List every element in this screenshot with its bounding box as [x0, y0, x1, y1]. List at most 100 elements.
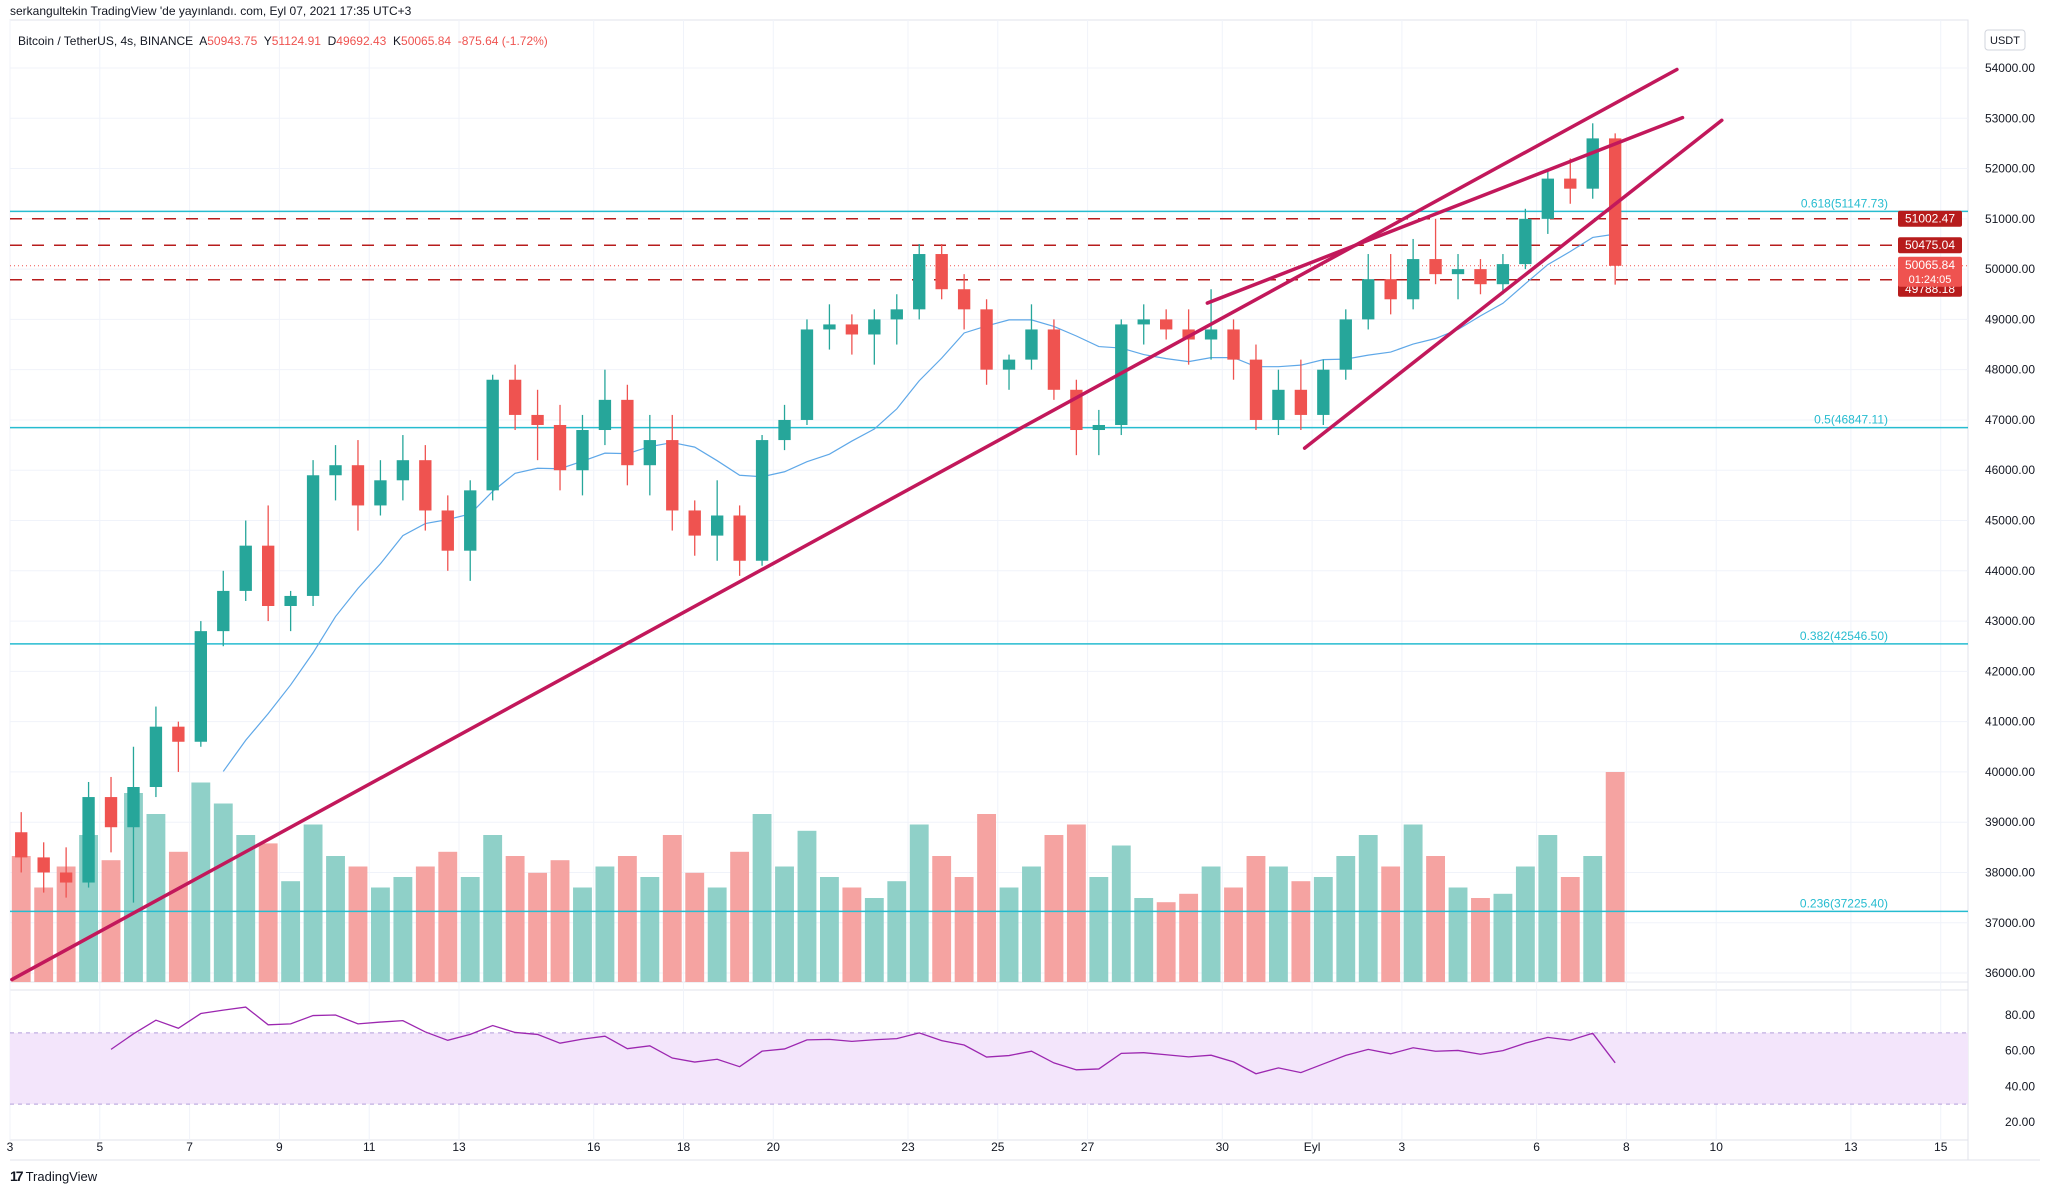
candle-body: [621, 399, 634, 466]
volume-bar: [1246, 856, 1266, 982]
level-price-label: 50475.04: [1905, 238, 1955, 252]
time-tick-label: 10: [1710, 1140, 1724, 1154]
volume-bar: [819, 877, 839, 982]
volume-bar: [415, 866, 435, 982]
candle-body: [1564, 178, 1577, 189]
volume-bar: [11, 856, 31, 982]
time-tick-label: 11: [363, 1140, 376, 1154]
time-tick-label: 25: [991, 1140, 1005, 1154]
rsi-tick-label: 80.00: [2005, 1008, 2035, 1022]
trendline[interactable]: [1302, 118, 1724, 450]
price-tick-label: 52000.00: [1985, 162, 2035, 176]
currency-button[interactable]: [1984, 29, 2026, 51]
volume-bar: [864, 898, 884, 982]
candle-body: [845, 324, 859, 335]
volume-bar: [1605, 772, 1625, 982]
candle-body: [374, 480, 387, 506]
candle-body: [1294, 389, 1308, 415]
fib-level-label: 0.382(42546.50): [1800, 629, 1888, 643]
volume-bar: [842, 887, 862, 982]
volume-bar: [730, 851, 750, 982]
price-tick-label: 51000.00: [1985, 212, 2035, 226]
candle-body: [800, 329, 814, 420]
volume-bar: [370, 887, 390, 982]
volume-bar: [1313, 877, 1333, 982]
volume-bar: [775, 866, 794, 982]
price-tick-label: 54000.00: [1985, 61, 2035, 75]
volume-bar: [303, 824, 323, 982]
price-tick-label: 49000.00: [1985, 312, 2035, 326]
price-tick-label: 41000.00: [1985, 715, 2035, 729]
candle-body: [823, 324, 836, 330]
candle-body: [1474, 269, 1487, 285]
time-tick-label: 9: [276, 1140, 283, 1154]
price-tick-label: 45000.00: [1985, 514, 2035, 528]
volume-bar: [213, 803, 233, 982]
volume-bar: [887, 881, 907, 982]
rsi-line: [110, 1006, 1616, 1075]
volume-bar: [1358, 835, 1378, 982]
change-value: -875.64 (-1.72%): [457, 34, 548, 48]
volume-bar: [909, 824, 929, 982]
time-tick-label: 6: [1533, 1140, 1540, 1154]
time-tick-label: Eyl: [1304, 1140, 1321, 1154]
price-tick-label: 37000.00: [1985, 916, 2035, 930]
time-tick-label: 30: [1216, 1140, 1230, 1154]
price-tick-label: 53000.00: [1985, 111, 2035, 125]
candle-body: [553, 424, 567, 471]
volume-bar: [1471, 898, 1490, 982]
trendline[interactable]: [1205, 115, 1685, 305]
candle-body: [957, 289, 971, 310]
rsi-band: [10, 1032, 1968, 1105]
candle-body: [508, 379, 522, 415]
volume-bar: [640, 877, 660, 982]
low-label: D: [327, 34, 337, 48]
tradingview-logo[interactable]: 17 TradingView: [10, 1168, 97, 1184]
level-price-label: 51002.47: [1905, 212, 1955, 226]
price-tick-label: 39000.00: [1985, 815, 2035, 829]
candle-body: [284, 595, 297, 606]
candle-body: [59, 872, 73, 883]
candle-body: [37, 857, 50, 873]
bar-countdown-label: 01:24:05: [1909, 274, 1952, 286]
candle-body: [913, 254, 926, 310]
trendline[interactable]: [10, 67, 1679, 982]
volume-bar: [191, 782, 211, 982]
volume-bar: [1291, 881, 1311, 982]
time-tick-label: 23: [901, 1140, 915, 1154]
level-price-tag: [1898, 237, 1962, 254]
volume-bar: [662, 835, 682, 982]
symbol-name[interactable]: Bitcoin / TetherUS, 4s, BINANCE: [18, 34, 194, 48]
candle-body: [1317, 369, 1330, 415]
volume-bar: [258, 843, 278, 982]
candle-body: [396, 460, 410, 481]
candle-body: [194, 631, 207, 742]
candle-body: [1451, 269, 1465, 275]
candle-body: [1272, 389, 1285, 420]
low-value: 49692.43: [336, 34, 387, 48]
candle-body: [1406, 259, 1420, 300]
currency-label: USDT: [1990, 35, 2020, 47]
candle-body: [733, 515, 746, 561]
price-tick-label: 46000.00: [1985, 463, 2035, 477]
price-tick-label: 44000.00: [1985, 564, 2035, 578]
price-tick-label: 40000.00: [1985, 765, 2035, 779]
price-tick-label: 50000.00: [1985, 262, 2035, 276]
high-value: 51124.91: [271, 34, 321, 48]
volume-bar: [281, 881, 301, 982]
volume-bar: [573, 887, 592, 982]
volume-bar: [1448, 887, 1468, 982]
time-tick-label: 27: [1081, 1140, 1095, 1154]
volume-bar: [954, 877, 974, 982]
candle-body: [441, 510, 454, 551]
volume-bar: [1381, 866, 1401, 982]
volume-bar: [236, 835, 256, 982]
volume-bar: [1179, 893, 1199, 982]
candle-body: [104, 797, 118, 828]
candle-body: [1496, 264, 1510, 285]
time-tick-label: 20: [767, 1140, 781, 1154]
candle-body: [15, 832, 28, 858]
candle-body: [1160, 319, 1173, 330]
volume-bar: [505, 856, 525, 982]
